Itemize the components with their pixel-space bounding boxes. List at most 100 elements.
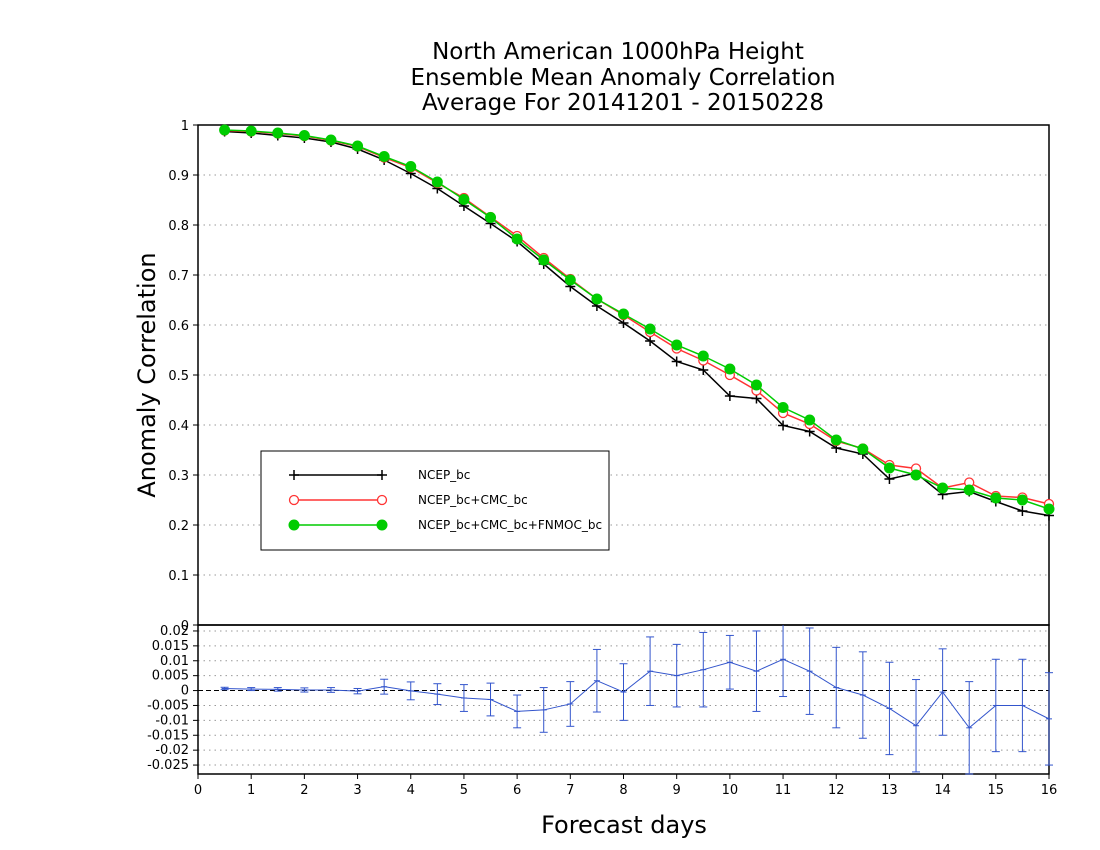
x-tick-label: 1 [247,783,255,798]
legend: NCEP_bc NCEP_bc+CMC_bc NCEP_bc+CMC_bc+FNMO… [260,450,610,551]
data-point [1043,503,1055,515]
legend-label: NCEP_bc [418,468,470,482]
data-point [1016,494,1028,506]
top-y-axis: 0 0.1 0.2 0.3 0.4 0.5 0.6 0.7 0.8 0.9 1 [168,119,198,634]
data-point [884,474,895,484]
error-bar [805,627,814,715]
error-bar [486,682,495,717]
y-tick-label: 0.3 [168,469,189,484]
x-tick-label: 8 [619,783,627,798]
error-bar [646,636,655,706]
y-tick-label: 0.015 [152,639,189,654]
legend-marker [288,519,300,531]
y-tick-label: -0.005 [147,698,189,713]
error-bar [1045,672,1053,766]
data-point [1017,506,1028,516]
x-tick-label: 11 [775,783,792,798]
error-bar [619,663,628,721]
legend-marker [288,494,300,506]
y-tick-label: 1 [181,119,189,134]
legend-item: NCEP_bc+CMC_bc [288,493,528,507]
data-point [883,462,895,474]
data-point [777,402,789,413]
y-tick-label: 0.6 [168,319,189,334]
data-point [591,293,603,305]
series-lines [219,124,1055,521]
data-point [378,151,390,162]
difference-line [224,658,1050,729]
legend-label: NCEP_bc+CMC_bc+FNMOC_bc [418,518,602,532]
legend-marker [376,519,388,531]
x-tick-label: 9 [673,783,681,798]
y-tick-label: -0.01 [155,713,189,728]
y-tick-label: 0.005 [152,669,189,684]
error-bar [885,661,894,756]
error-bar [779,625,788,698]
error-bar [912,679,921,773]
title-line-2: Ensemble Mean Anomaly Correlation [410,65,835,91]
chart-title: North American 1000hPa Height Ensemble M… [410,39,835,116]
error-bar [247,687,256,692]
error-bar [513,694,522,729]
x-axis-title: Forecast days [541,811,707,839]
data-point [485,212,497,223]
data-point [272,127,284,139]
data-point [990,492,1002,504]
data-point [963,484,975,496]
error-bar [699,631,708,708]
error-bar [672,643,681,708]
error-bar [725,634,734,690]
data-point [937,482,949,494]
x-axis: 0 1 2 3 4 5 6 7 8 9 10 11 12 13 14 15 16 [194,774,1057,798]
error-bar [858,651,867,739]
data-point [724,391,735,401]
x-tick-label: 16 [1041,783,1058,798]
data-point [245,125,257,137]
data-point [671,339,683,351]
error-bar [832,646,841,729]
legend-marker [377,470,387,480]
data-point [219,124,231,136]
legend-item: NCEP_bc+CMC_bc+FNMOC_bc [288,518,602,532]
data-point [538,254,550,266]
data-point [325,134,337,146]
bottom-y-axis: 0.020.0150.010.0050-0.005-0.01-0.015-0.0… [147,624,198,773]
error-bar [539,687,548,733]
error-bar [938,648,947,736]
title-line-3: Average For 20141201 - 20150228 [422,90,824,116]
y-tick-label: 0.01 [160,654,189,669]
data-point [750,379,762,391]
data-point [697,350,709,362]
data-point [804,414,816,426]
data-point [352,140,364,152]
error-bar [991,658,1000,753]
data-point [511,233,523,245]
data-point [458,194,470,205]
data-point [671,356,682,367]
y-tick-label: 0.02 [160,624,189,639]
error-bar [220,686,229,691]
legend-marker [376,494,388,506]
data-point [298,130,310,141]
y-tick-label: -0.02 [155,743,189,758]
data-point [698,365,709,375]
x-tick-label: 7 [566,783,574,798]
data-point [431,176,443,188]
x-tick-label: 10 [722,783,739,798]
error-bar [965,681,974,775]
error-bar [1018,658,1027,753]
data-point [830,434,842,446]
legend-item: NCEP_bc [289,468,470,482]
error-bar [273,687,282,692]
y-tick-label: 0.1 [168,569,189,584]
difference-series [220,625,1053,775]
data-point [564,274,576,286]
error-bar [326,687,335,693]
y-axis-title: Anomaly Correlation [133,252,161,497]
error-bar [752,630,761,712]
error-bar [406,681,415,701]
error-bar [566,681,575,727]
data-point [618,308,629,320]
data-point [724,363,736,375]
